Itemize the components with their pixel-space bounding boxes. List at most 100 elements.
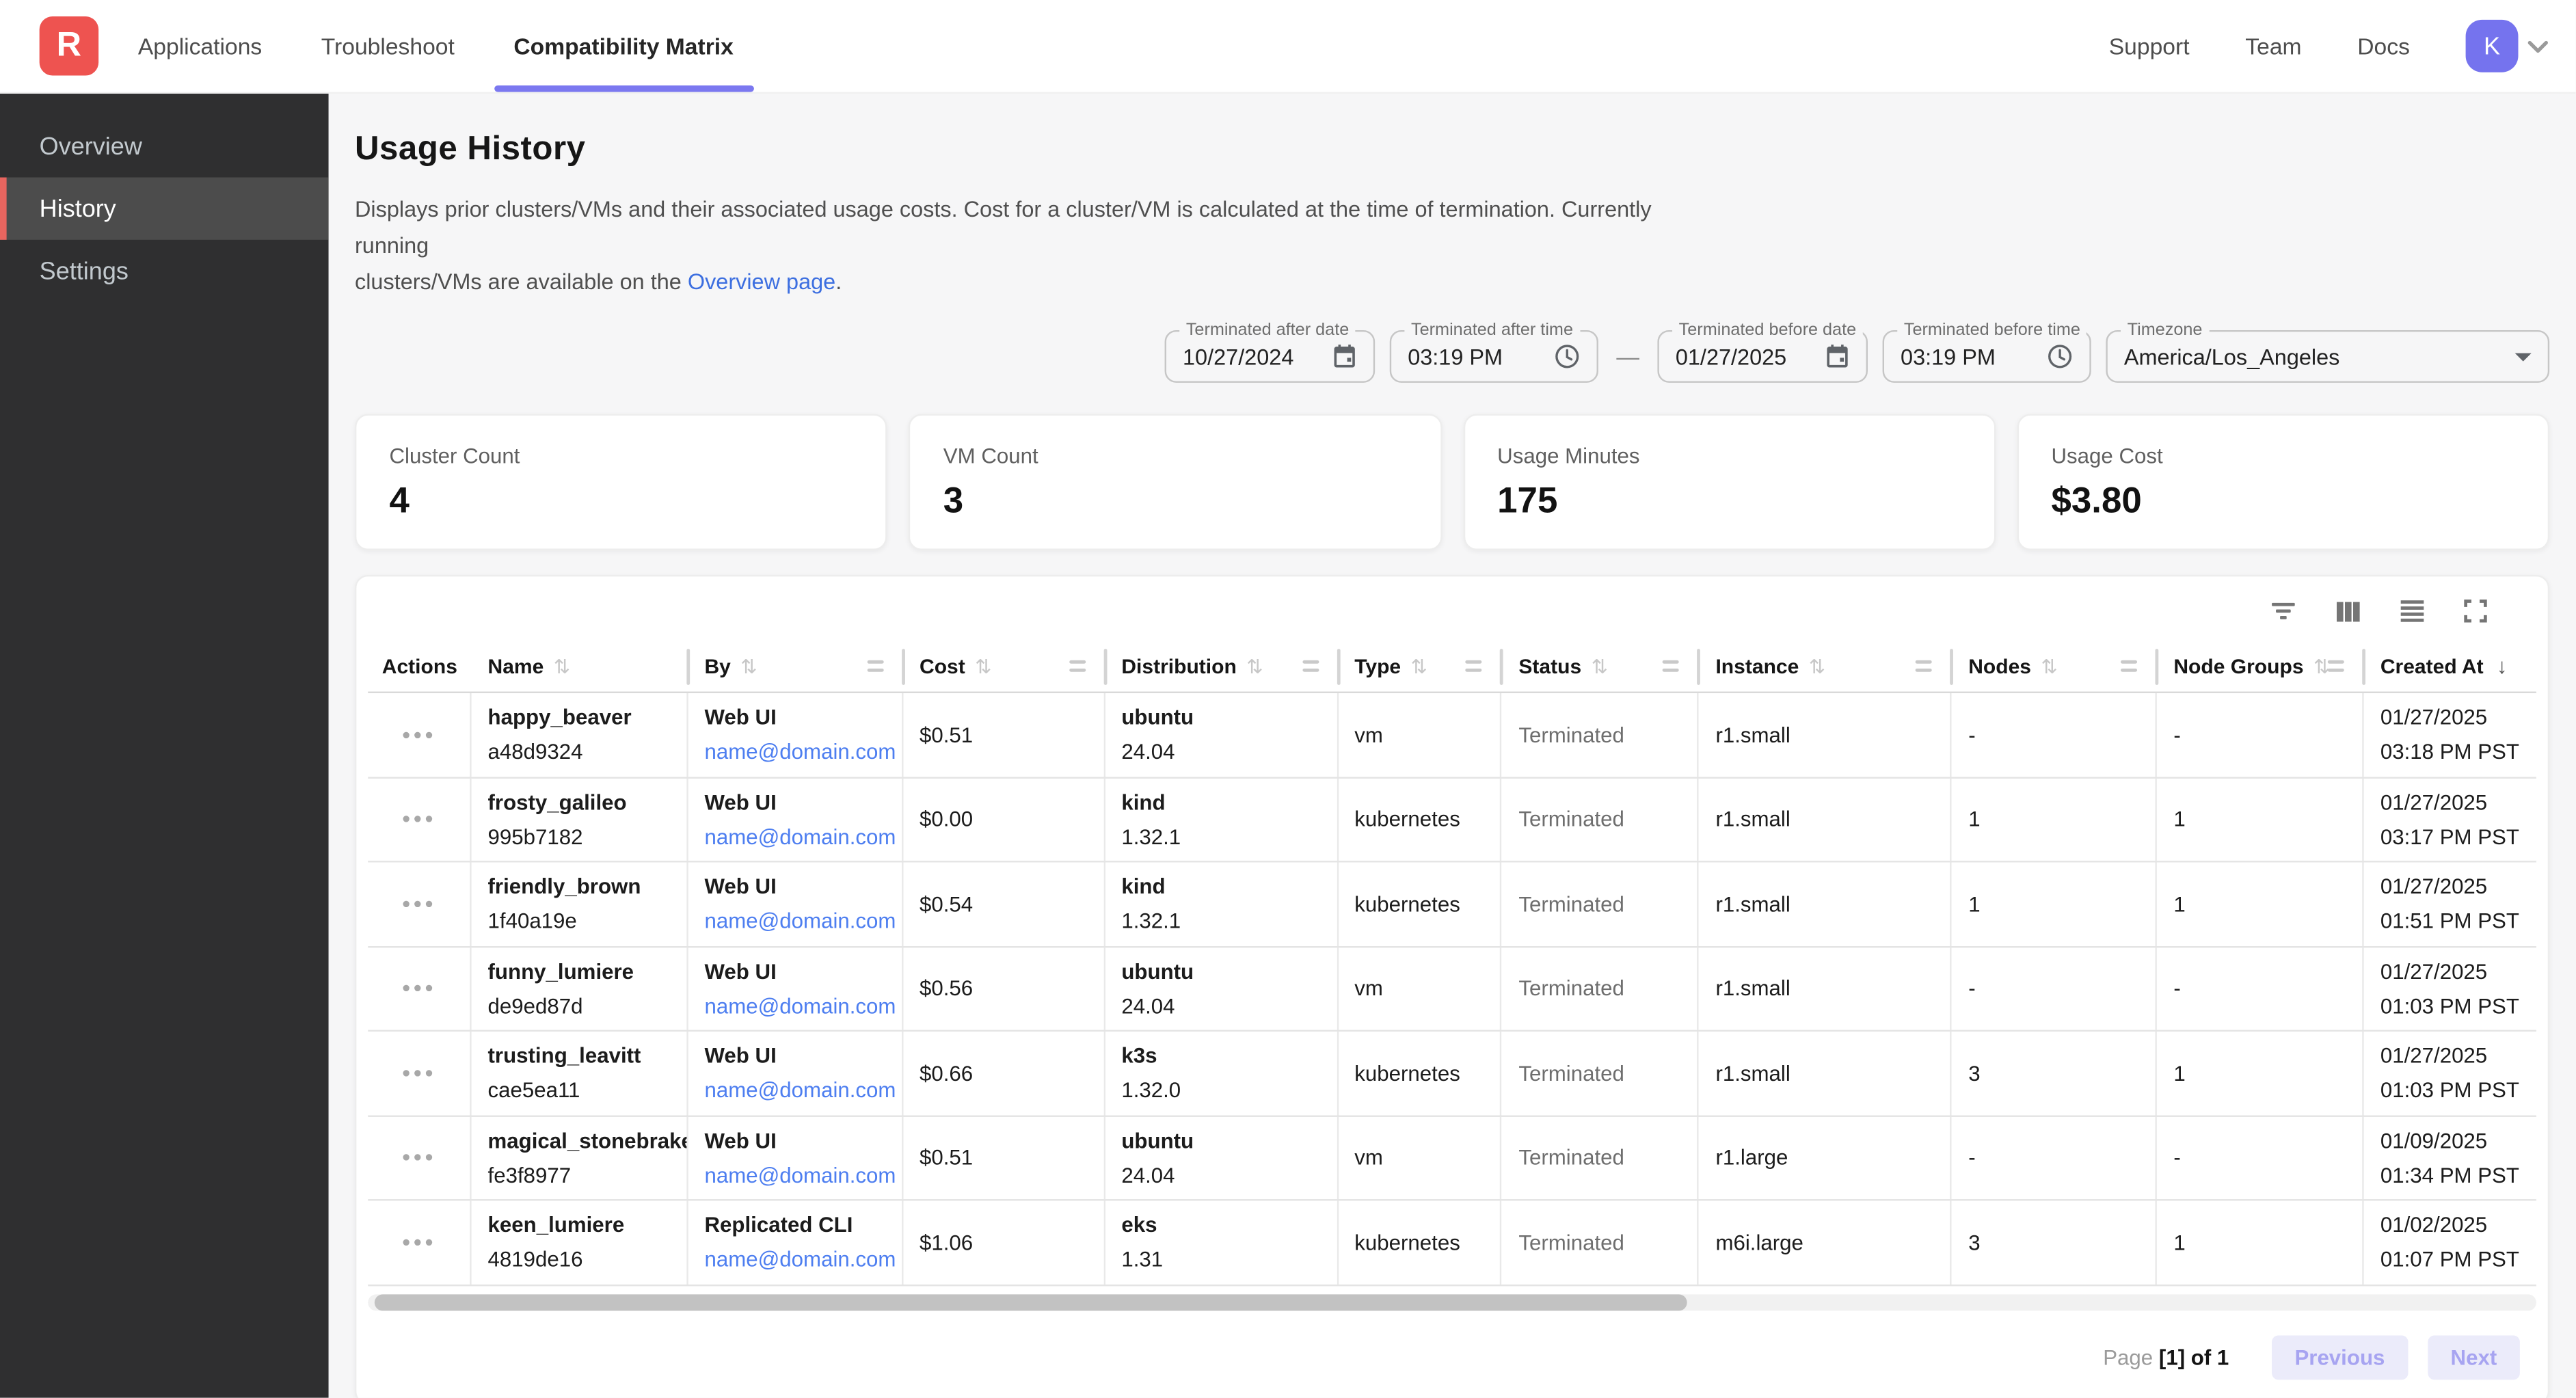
row-actions-button[interactable]: ●●● [401,810,436,827]
timezone-select[interactable]: Timezone America/Los_Angeles [2106,320,2550,383]
email-link[interactable]: name@domain.com [704,993,896,1019]
nav-compatibility-matrix[interactable]: Compatibility Matrix [494,0,753,92]
distribution-name: k3s [1121,1043,1157,1068]
sort-icon[interactable]: ⇅ [2313,654,2331,678]
type-value: kubernetes [1354,891,1460,917]
column-header-cost[interactable]: Cost ⇅ [903,641,1107,691]
filter-icon[interactable] [2265,593,2301,629]
nav-support[interactable]: Support [2108,33,2190,59]
created-time: 01:34 PM PST [2380,1162,2519,1187]
density-icon[interactable] [2393,593,2430,629]
row-actions-button[interactable]: ●●● [401,894,436,911]
calendar-icon[interactable] [1812,343,1849,369]
sort-icon[interactable]: ⇅ [1410,654,1427,678]
terminated-after-date-field[interactable]: Terminated after date 10/27/2024 [1164,320,1376,383]
sort-icon[interactable]: ⇅ [553,654,570,678]
sort-icon[interactable]: ⇅ [1591,654,1608,678]
node-groups-value: 1 [2173,891,2186,917]
sort-icon[interactable]: ⇅ [975,654,992,678]
column-menu-icon[interactable] [1069,660,1086,673]
user-avatar[interactable]: K [2465,19,2519,72]
horizontal-scrollbar[interactable] [368,1293,2536,1310]
stat-usage-cost: Usage Cost $3.80 [2017,414,2550,550]
usage-history-table-card: Actions Name ⇅ By ⇅ Cost ⇅ Distribution ⇅ Ty… [355,574,2550,1398]
column-menu-icon[interactable] [1302,660,1319,673]
column-header-instance[interactable]: Instance ⇅ [1699,641,1954,691]
column-menu-icon[interactable] [867,660,884,673]
page-indicator: Page [1] of 1 [2103,1344,2229,1369]
column-menu-icon[interactable] [1466,660,1483,673]
nodes-value: 1 [1968,807,1981,832]
calendar-icon[interactable] [1319,343,1356,369]
column-header-status[interactable]: Status ⇅ [1502,641,1701,691]
cluster-name: magical_stonebraker [487,1128,688,1153]
column-menu-icon[interactable] [1916,660,1933,673]
replicated-logo[interactable]: R [39,16,99,76]
column-separator[interactable] [1500,649,1504,685]
dropdown-caret-icon[interactable] [2501,352,2532,361]
scrollbar-thumb[interactable] [374,1293,1687,1310]
email-link[interactable]: name@domain.com [704,1247,896,1272]
column-header-nodes[interactable]: Nodes ⇅ [1952,641,2159,691]
email-link[interactable]: name@domain.com [704,1162,896,1187]
created-by-source: Web UI [704,1128,777,1153]
row-actions-button[interactable]: ●●● [401,1064,436,1081]
email-link[interactable]: name@domain.com [704,1077,896,1103]
column-menu-icon[interactable] [2121,660,2138,673]
sort-icon[interactable]: ⇅ [1808,654,1825,678]
distribution-name: ubuntu [1121,705,1194,730]
terminated-before-date-field[interactable]: Terminated before date 01/27/2025 [1657,320,1868,383]
nav-applications[interactable]: Applications [137,33,263,59]
sort-descending-icon[interactable]: ↓ [2496,654,2508,679]
node-groups-value: - [2173,1145,2181,1170]
row-actions-button[interactable]: ●●● [401,1148,436,1166]
column-separator[interactable] [1336,649,1340,685]
column-separator[interactable] [1103,649,1107,685]
column-separator[interactable] [2155,649,2159,685]
clock-icon[interactable] [1541,343,1581,369]
column-separator[interactable] [686,649,690,685]
created-date: 01/27/2025 [2380,874,2488,899]
fullscreen-icon[interactable] [2458,593,2494,629]
nav-troubleshoot[interactable]: Troubleshoot [321,33,455,59]
column-header-name[interactable]: Name ⇅ [471,641,690,691]
clock-icon[interactable] [2034,343,2074,369]
email-link[interactable]: name@domain.com [704,909,896,934]
column-header-created-at[interactable]: Created At ↓ [2380,654,2508,679]
nav-team[interactable]: Team [2245,33,2302,59]
distribution-version: 1.32.0 [1121,1077,1181,1103]
row-actions-button[interactable]: ●●● [401,1233,436,1250]
column-separator[interactable] [901,649,905,685]
sort-icon[interactable]: ⇅ [2041,654,2058,678]
column-header-by[interactable]: By ⇅ [688,641,905,691]
instance-value: r1.small [1715,807,1790,832]
columns-icon[interactable] [2329,593,2365,629]
column-header-node-groups[interactable]: Node Groups ⇅ [2157,641,2366,691]
column-header-distribution[interactable]: Distribution ⇅ [1105,641,1340,691]
nav-docs[interactable]: Docs [2357,33,2410,59]
previous-button[interactable]: Previous [2271,1334,2409,1380]
overview-page-link[interactable]: Overview page [687,269,836,295]
column-menu-icon[interactable] [2327,660,2344,673]
sidebar-item-history[interactable]: History [0,177,329,240]
next-button[interactable]: Next [2427,1334,2520,1380]
stat-cards: Cluster Count 4 VM Count 3 Usage Minutes… [355,414,2550,550]
column-header-type[interactable]: Type ⇅ [1338,641,1504,691]
sort-icon[interactable]: ⇅ [740,654,757,678]
created-by-source: Web UI [704,1043,777,1068]
email-link[interactable]: name@domain.com [704,824,896,849]
terminated-before-time-field[interactable]: Terminated before time 03:19 PM [1882,320,2091,383]
terminated-after-time-field[interactable]: Terminated after time 03:19 PM [1389,320,1598,383]
sidebar-item-settings[interactable]: Settings [39,257,129,285]
sidebar-item-overview[interactable]: Overview [39,132,142,161]
email-link[interactable]: name@domain.com [704,739,896,764]
column-separator[interactable] [1698,649,1701,685]
column-menu-icon[interactable] [1663,660,1680,673]
node-groups-value: - [2173,976,2181,1001]
row-actions-button[interactable]: ●●● [401,725,436,742]
column-separator[interactable] [2362,649,2366,685]
chevron-down-icon[interactable] [2527,38,2550,53]
sort-icon[interactable]: ⇅ [1246,654,1263,678]
row-actions-button[interactable]: ●●● [401,979,436,996]
column-separator[interactable] [1950,649,1954,685]
